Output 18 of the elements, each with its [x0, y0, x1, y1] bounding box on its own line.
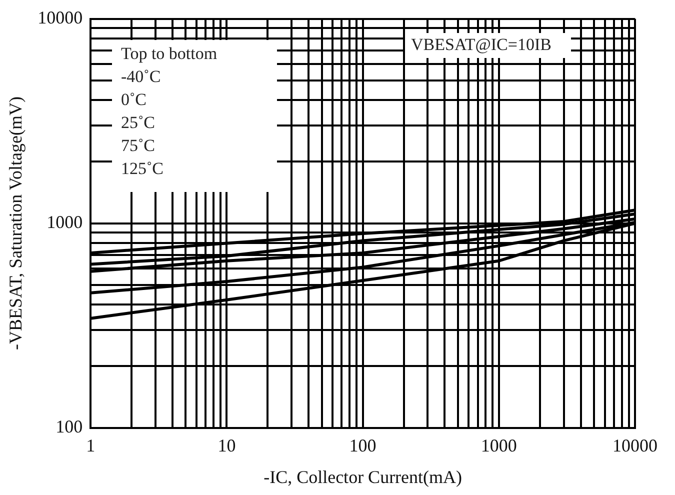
- x-tick-label: 100: [349, 435, 376, 456]
- text-box: VBESAT@IC=10IB: [405, 33, 572, 58]
- y-axis-title: -VBESAT, Saturation Voltage(mV): [6, 96, 26, 350]
- x-tick-label: 10000: [612, 435, 658, 456]
- x-axis-title: -IC, Collector Current(mA): [264, 466, 462, 487]
- annotation: 25˚C: [121, 112, 156, 134]
- annotation: Top to bottom: [121, 43, 218, 65]
- annotation: VBESAT@IC=10IB: [411, 34, 552, 56]
- y-tick-label: 1000: [46, 212, 83, 232]
- x-tick-label: 1000: [480, 435, 517, 456]
- x-tick-label: 1: [86, 435, 96, 456]
- annotation: 125˚C: [121, 158, 164, 180]
- annotation: 75˚C: [121, 135, 156, 157]
- annotation: 0˚C: [121, 89, 148, 111]
- y-tick-label: 100: [56, 416, 83, 437]
- y-tick-label: 10000: [38, 8, 83, 28]
- annotation: -40˚C: [121, 66, 162, 88]
- x-tick-label: 10: [218, 435, 236, 456]
